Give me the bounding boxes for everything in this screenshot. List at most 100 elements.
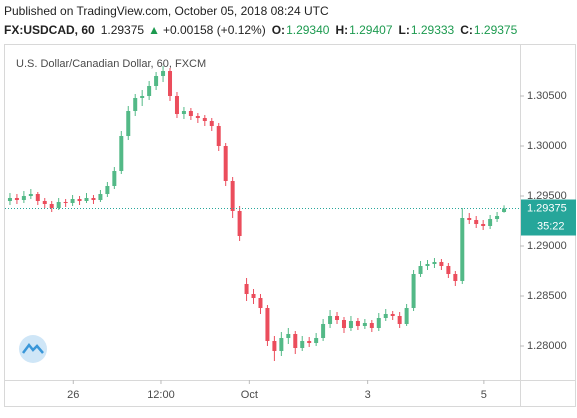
candle-body	[390, 314, 395, 316]
candle-body	[14, 198, 19, 200]
candle-body	[63, 202, 68, 203]
candle-body	[84, 198, 89, 201]
ohlc-value: 1.29375	[474, 23, 518, 37]
candle-body	[369, 323, 374, 328]
candle-body	[335, 316, 340, 320]
y-tick-label: 1.28500	[527, 290, 567, 302]
ohlc-key: O:	[272, 23, 285, 37]
candle-body	[174, 96, 179, 114]
candle-body	[321, 324, 326, 338]
countdown: 35:22	[537, 220, 565, 232]
candle-body	[439, 262, 444, 266]
y-tick-label: 1.29500	[527, 190, 567, 202]
candle-body	[488, 219, 493, 226]
candle-body	[404, 308, 409, 324]
last: 1.29375	[101, 23, 145, 37]
arrow: ▲	[148, 23, 160, 37]
candle-body	[126, 111, 131, 136]
x-tick-label: Oct	[241, 389, 258, 401]
candle-body	[502, 208, 507, 212]
candle-body	[453, 274, 458, 281]
candle-body	[77, 199, 82, 201]
logo	[19, 335, 47, 363]
candle-body	[258, 298, 263, 308]
chart-title: U.S. Dollar/Canadian Dollar, 60, FXCM	[16, 58, 206, 70]
candle-body	[223, 146, 228, 181]
published: Published on TradingView.com, October 05…	[4, 4, 329, 18]
candle-body	[237, 211, 242, 236]
candle-body	[474, 220, 479, 224]
candle-body	[446, 266, 451, 274]
candle-body	[140, 96, 145, 98]
y-tick-label: 1.29000	[527, 240, 567, 252]
ohlc-value: 1.29407	[349, 23, 393, 37]
candle-body	[467, 218, 472, 220]
candle-body	[265, 308, 270, 341]
candle-body	[244, 284, 249, 294]
ohlc-key: L:	[399, 23, 410, 37]
candle-body	[147, 86, 152, 96]
candle-body	[307, 341, 312, 343]
candle-body	[314, 338, 319, 343]
ohlc-key: H:	[335, 23, 348, 37]
candle-body	[300, 341, 305, 348]
candle-body	[397, 316, 402, 324]
candle-body	[70, 199, 75, 203]
candle-body	[35, 194, 40, 201]
candle-body	[202, 118, 207, 121]
candle-body	[161, 71, 166, 76]
candle-body	[251, 294, 256, 298]
candle-body	[42, 201, 47, 204]
candle-body	[154, 76, 159, 86]
candle-body	[168, 71, 173, 96]
x-tick-label: 26	[67, 389, 79, 401]
candle-body	[481, 224, 486, 226]
header-line: FX:USDCAD, 60 1.29375 ▲ +0.00158 (+0.12%) O:…	[4, 23, 518, 37]
candle-body	[495, 216, 500, 219]
ohlc-value: 1.29340	[286, 23, 330, 37]
candle-body	[425, 264, 430, 266]
candle-body	[341, 320, 346, 328]
candle-body	[56, 202, 61, 208]
candle-body	[272, 341, 277, 351]
x-tick-label: 3	[365, 389, 371, 401]
candle-body	[91, 198, 96, 200]
candle-body	[188, 111, 193, 116]
candle-body	[279, 338, 284, 351]
candle-body	[328, 316, 333, 324]
y-tick-label: 1.28000	[527, 340, 567, 352]
last-price-label: 1.29375	[527, 202, 567, 214]
candle-body	[195, 116, 200, 118]
candle-body	[98, 194, 103, 200]
candle-body	[432, 262, 437, 264]
candle-body	[230, 181, 235, 211]
symbol: FX:USDCAD, 60	[4, 23, 95, 37]
candle-body	[7, 198, 12, 201]
x-tick-label: 12:00	[147, 389, 175, 401]
candle-body	[133, 98, 138, 111]
last-price-box	[521, 199, 576, 236]
candle-body	[460, 218, 465, 281]
candle-body	[348, 321, 353, 328]
candle-body	[112, 171, 117, 186]
candle-body	[49, 204, 54, 208]
y-tick-label: 1.30500	[527, 90, 567, 102]
candle-body	[28, 194, 33, 196]
candle-body	[216, 126, 221, 146]
candle-body	[21, 196, 26, 200]
change: +0.00158 (+0.12%)	[163, 23, 266, 37]
candle-body	[105, 186, 110, 194]
x-tick-label: 5	[481, 389, 487, 401]
candle-body	[411, 274, 416, 308]
candle-body	[383, 314, 388, 318]
candle-body	[376, 318, 381, 328]
candle-body	[181, 111, 186, 114]
candle-body	[362, 323, 367, 326]
candle-body	[286, 334, 291, 338]
candle-body	[355, 321, 360, 326]
candle-body	[119, 136, 124, 171]
y-tick-label: 1.30000	[527, 140, 567, 152]
candle-body	[418, 266, 423, 274]
ohlc-key: C:	[460, 23, 473, 37]
